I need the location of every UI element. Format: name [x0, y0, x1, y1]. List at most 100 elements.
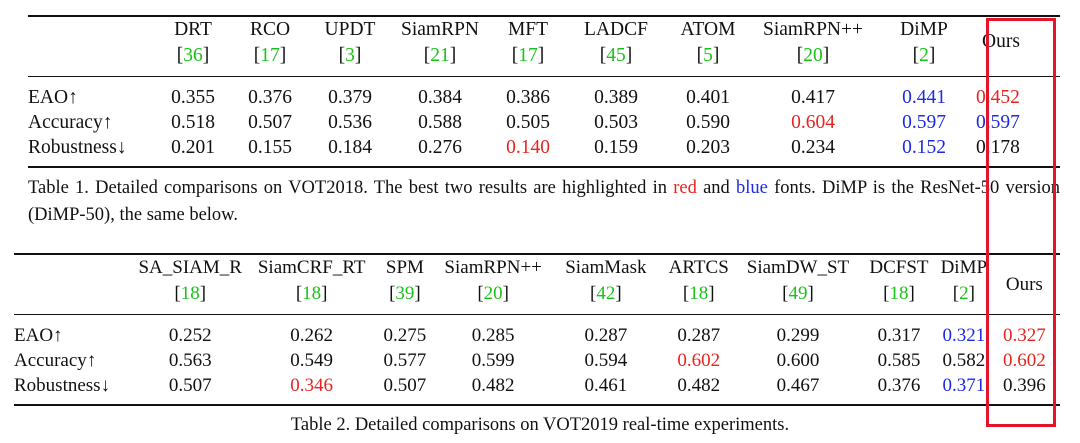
column-header-citation[interactable]: [18]	[682, 283, 715, 304]
table-row-eao: EAO↑ 0.355 0.376 0.379 0.384 0.386 0.389…	[28, 77, 1060, 111]
table-cell: 0.549	[290, 350, 334, 371]
column-header-citation[interactable]: [45]	[599, 45, 633, 66]
column-header-ours: Ours	[982, 31, 1020, 52]
column-header-citation[interactable]: [42]	[590, 283, 622, 304]
table-cell-best: 0.602	[677, 350, 721, 371]
citation-link[interactable]: 20	[803, 45, 823, 66]
table-cell: 0.376	[248, 87, 292, 108]
citation-link[interactable]: 21	[430, 45, 450, 66]
table-cell: 0.577	[383, 350, 427, 371]
citation-link[interactable]: 36	[183, 45, 203, 66]
table-1-caption: Table 1. Detailed comparisons on VOT2018…	[28, 175, 1060, 229]
citation-link[interactable]: 39	[395, 283, 415, 304]
column-header-citation[interactable]: [3]	[338, 45, 362, 66]
citation-link[interactable]: 20	[483, 283, 503, 304]
table-cell: 0.379	[328, 87, 372, 108]
table-cell: 0.417	[791, 87, 835, 108]
column-header-name: SA_SIAM_R	[138, 257, 242, 278]
table-cell: 0.159	[594, 137, 638, 158]
table-cell-second-best: 0.321	[942, 325, 986, 346]
column-header-name: LADCF	[584, 19, 648, 40]
table-cell-best: 0.346	[290, 375, 334, 396]
column-header-citation[interactable]: [5]	[696, 45, 720, 66]
table-cell: 0.507	[168, 375, 212, 396]
column-header-citation[interactable]: [18]	[174, 283, 207, 304]
citation-link[interactable]: 42	[596, 283, 616, 304]
citation-link[interactable]: 17	[260, 45, 280, 66]
column-header-citation[interactable]: [17]	[511, 45, 545, 66]
citation-link[interactable]: 18	[689, 283, 709, 304]
column-header-name: DiMP	[900, 19, 948, 40]
column-header-name: DCFST	[869, 257, 929, 278]
caption-text: Table 1. Detailed comparisons on VOT2018…	[28, 178, 674, 198]
citation-link[interactable]: 49	[788, 283, 808, 304]
citation-link[interactable]: 45	[606, 45, 626, 66]
column-header-name: ATOM	[680, 19, 736, 40]
citation-link[interactable]: 2	[919, 45, 929, 66]
citation-link[interactable]: 18	[302, 283, 322, 304]
citation-link[interactable]: 18	[889, 283, 909, 304]
table-cell: 0.376	[877, 375, 921, 396]
table-cell: 0.275	[383, 325, 427, 346]
ours-highlight-box	[986, 18, 1056, 427]
citation-link[interactable]: 2	[959, 283, 969, 304]
column-header-citation[interactable]: [2]	[912, 45, 936, 66]
table-cell: 0.155	[248, 137, 292, 158]
column-header-citation[interactable]: [17]	[253, 45, 287, 66]
table-cell: 0.184	[328, 137, 372, 158]
table-cell: 0.590	[686, 112, 730, 133]
row-label: Accuracy↑	[28, 112, 113, 133]
header-corner	[28, 16, 156, 43]
citation-link[interactable]: 5	[703, 45, 713, 66]
table-cell: 0.467	[776, 375, 820, 396]
caption-text: and	[696, 178, 737, 198]
table-cell: 0.201	[171, 137, 215, 158]
table-cell: 0.317	[877, 325, 921, 346]
column-header-name: UPDT	[324, 19, 376, 40]
row-label: EAO↑	[14, 325, 63, 346]
table-cell: 0.600	[776, 350, 820, 371]
column-header-citation[interactable]: [49]	[782, 283, 814, 304]
table-row-accuracy: Accuracy↑ 0.518 0.507 0.536 0.588 0.505 …	[28, 110, 1060, 135]
table-cell: 0.588	[418, 112, 462, 133]
table-cell: 0.518	[171, 112, 215, 133]
table-cell: 0.585	[877, 350, 921, 371]
column-header-citation[interactable]: [20]	[477, 283, 509, 304]
column-header-citation[interactable]: [39]	[389, 283, 421, 304]
table-cell: 0.536	[328, 112, 372, 133]
column-header-citation[interactable]: [2]	[952, 283, 975, 304]
table-cell: 0.505	[506, 112, 550, 133]
column-header-citation[interactable]: [18]	[295, 283, 328, 304]
column-header-citation[interactable]: [20]	[796, 45, 830, 66]
table-cell: 0.482	[471, 375, 515, 396]
column-header-citation[interactable]: [36]	[176, 45, 210, 66]
column-header-name: SiamRPN++	[444, 257, 542, 278]
table-cell: 0.461	[584, 375, 628, 396]
column-header-name: SiamMask	[565, 257, 647, 278]
column-header-citation[interactable]: [18]	[883, 283, 915, 304]
header-corner	[28, 43, 156, 77]
table-row-robustness: Robustness↓ 0.507 0.346 0.507 0.482 0.46…	[14, 373, 1060, 405]
table-cell-best: 0.602	[1002, 350, 1046, 371]
citation-link[interactable]: 3	[345, 45, 355, 66]
table-cell: 0.203	[686, 137, 730, 158]
table-cell-best: 0.327	[1002, 325, 1046, 346]
table-cell-best: 0.604	[791, 112, 835, 133]
table-cell: 0.384	[418, 87, 462, 108]
table-row-eao: EAO↑ 0.252 0.262 0.275 0.285 0.287 0.287…	[14, 315, 1060, 349]
table-cell: 0.355	[171, 87, 215, 108]
column-header-name: SiamRPN++	[762, 19, 863, 40]
column-header-citation[interactable]: [21]	[423, 45, 457, 66]
column-header-name: SiamRPN	[400, 19, 480, 40]
table-cell-second-best: 0.371	[942, 375, 986, 396]
table-cell: 0.563	[168, 350, 212, 371]
table-cell: 0.503	[594, 112, 638, 133]
citation-link[interactable]: 18	[180, 283, 200, 304]
caption-blue-word: blue	[736, 178, 768, 198]
table-cell: 0.389	[594, 87, 638, 108]
row-label: EAO↑	[28, 87, 78, 108]
column-header-name: ARTCS	[668, 257, 729, 278]
table-cell: 0.507	[248, 112, 292, 133]
table-cell: 0.396	[1002, 375, 1046, 396]
citation-link[interactable]: 17	[518, 45, 538, 66]
